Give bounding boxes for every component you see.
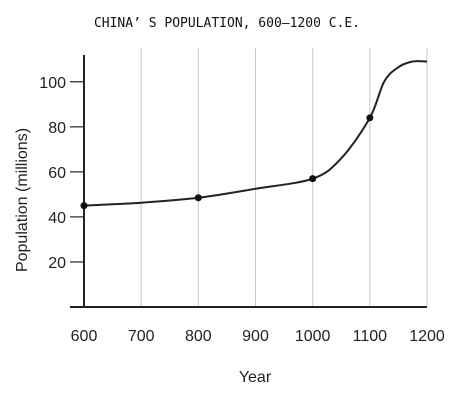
grid-lines <box>140 48 428 307</box>
x-tick-label-1100: 1100 <box>353 328 388 345</box>
x-tick-label-900: 900 <box>242 328 269 345</box>
x-tick-label-600: 600 <box>71 328 98 345</box>
y-tick-label-20: 20 <box>48 255 66 272</box>
x-tick-label-800: 800 <box>185 328 212 345</box>
y-tick-labels: 20 40 60 80 100 <box>39 75 66 272</box>
x-tick-labels: 600 700 800 900 1000 1100 1200 <box>71 328 445 345</box>
x-tick-label-700: 700 <box>128 328 155 345</box>
x-tick-label-1200: 1200 <box>409 328 445 345</box>
y-tick-label-80: 80 <box>48 120 66 137</box>
y-tick-label-40: 40 <box>48 210 66 227</box>
y-tick-label-100: 100 <box>39 75 66 92</box>
y-tick-label-60: 60 <box>48 165 66 182</box>
x-axis-label: Year <box>239 369 272 386</box>
x-tick-label-1000: 1000 <box>295 328 331 345</box>
axes <box>70 55 427 308</box>
population-line <box>83 60 428 207</box>
data-point-1000 <box>309 175 317 183</box>
series-group <box>80 60 428 210</box>
data-point-1100 <box>366 114 374 122</box>
data-point-600 <box>80 202 88 210</box>
y-axis-label: Population (millions) <box>14 128 31 272</box>
chart-title: CHINA’ S POPULATION, 600–1200 C.E. <box>94 16 360 31</box>
data-point-800 <box>194 194 202 202</box>
